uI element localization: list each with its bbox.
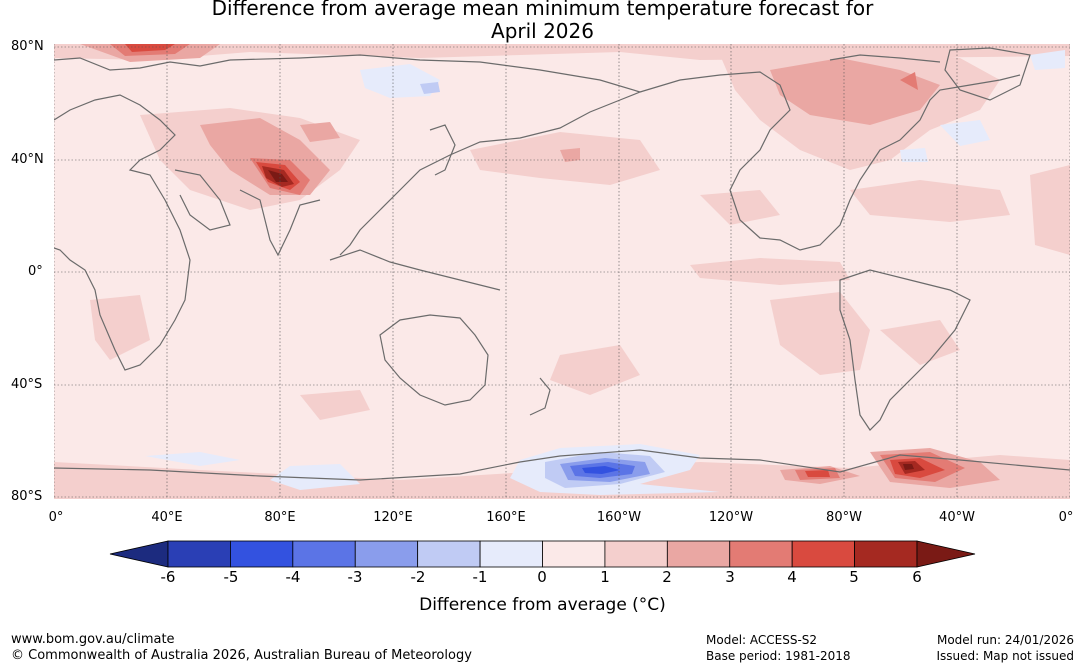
colorbar-tick-label: -6 xyxy=(160,568,176,586)
colorbar-tick-label: 3 xyxy=(725,568,735,586)
colorbar-tick-label: -1 xyxy=(472,568,488,586)
lat-label-40s: 40°S xyxy=(11,377,43,392)
colorbar-extend-low xyxy=(109,540,169,568)
lon-label-80e: 80°E xyxy=(264,510,296,525)
colorbar-swatch xyxy=(167,540,231,568)
lon-label-0-west: 0° xyxy=(48,510,64,525)
colorbar-swatch xyxy=(292,540,356,568)
lon-label-120w: 120°W xyxy=(708,510,754,525)
lat-label-40n: 40°N xyxy=(11,152,44,167)
colorbar-tick-label: -3 xyxy=(347,568,363,586)
colorbar-swatch xyxy=(729,540,793,568)
colorbar-tick-label: -2 xyxy=(410,568,426,586)
lon-label-160e: 160°E xyxy=(486,510,526,525)
colorbar-swatch xyxy=(230,540,294,568)
lon-label-40e: 40°E xyxy=(151,510,183,525)
footer-url: www.bom.gov.au/climate xyxy=(11,632,175,647)
lon-label-80w: 80°W xyxy=(826,510,862,525)
colorbar-swatch xyxy=(542,540,606,568)
anomaly-minus5-minus4-regions xyxy=(582,466,620,474)
map-title-line1: Difference from average mean minimum tem… xyxy=(211,0,874,20)
colorbar-title: Difference from average (°C) xyxy=(419,595,666,615)
colorbar-tick-label: 6 xyxy=(912,568,922,586)
colorbar-tick-label: 5 xyxy=(849,568,859,586)
colorbar-tick-label: 0 xyxy=(537,568,547,586)
colorbar-swatch xyxy=(354,540,419,568)
colorbar-tick-label: -4 xyxy=(285,568,301,586)
lon-label-40w: 40°W xyxy=(939,510,975,525)
graticule xyxy=(54,44,1070,499)
lat-label-0: 0° xyxy=(28,264,43,279)
colorbar-tick-label: 2 xyxy=(662,568,672,586)
footer-model: Model: ACCESS-S2 xyxy=(706,633,818,647)
colorbar-tick-label: 1 xyxy=(600,568,610,586)
map-title-line2: April 2026 xyxy=(491,19,594,43)
anomaly-above-6-regions xyxy=(268,170,914,470)
lat-label-80s: 80°S xyxy=(11,489,43,504)
colorbar-swatch xyxy=(791,540,855,568)
colorbar-extend-high xyxy=(916,540,976,568)
lon-label-0-east: 0° xyxy=(1058,510,1074,525)
colorbar-tick-label: -5 xyxy=(223,568,239,586)
lon-label-120e: 120°E xyxy=(373,510,413,525)
lon-label-160w: 160°W xyxy=(596,510,642,525)
anomaly-1-2-regions xyxy=(54,44,1070,499)
colorbar-swatch xyxy=(417,540,481,568)
colorbar-swatch xyxy=(666,540,731,568)
lat-label-80n: 80°N xyxy=(11,39,44,54)
footer-model-run: Model run: 24/01/2026 xyxy=(936,633,1074,647)
footer-base-period: Base period: 1981-2018 xyxy=(706,649,851,663)
colorbar-swatch xyxy=(604,540,668,568)
colorbar-tick-label: 4 xyxy=(787,568,797,586)
colorbar-swatch xyxy=(479,540,543,568)
colorbar-swatch xyxy=(854,540,918,568)
footer-copyright: © Commonwealth of Australia 2026, Austra… xyxy=(11,648,472,663)
footer-issued: Issued: Map not issued xyxy=(936,649,1074,663)
coastlines xyxy=(54,47,1070,481)
